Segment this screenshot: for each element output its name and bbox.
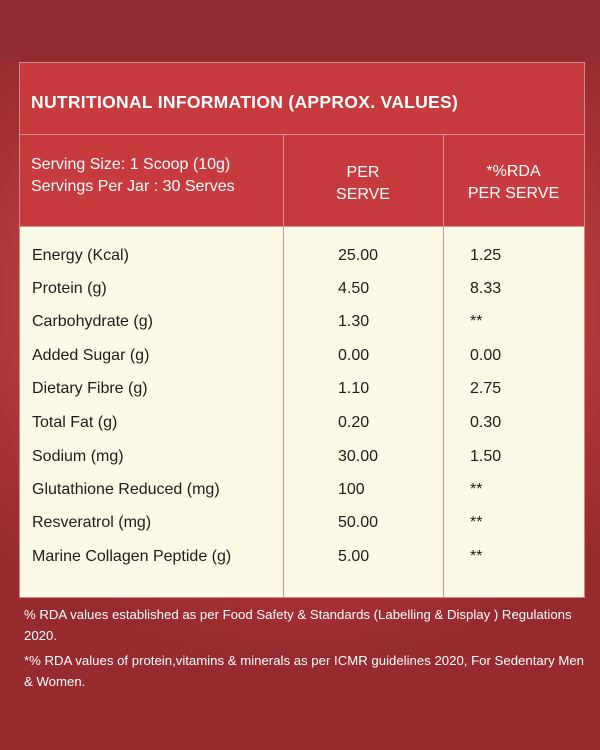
- table-row: Added Sugar (g) 0.00 0.00: [20, 339, 584, 372]
- nutrient-name: Protein (g): [32, 280, 107, 297]
- rda-value: 0.30: [470, 414, 502, 431]
- col-rda-line1: *%RDA: [486, 163, 541, 180]
- per-serve-value: 50.00: [338, 514, 379, 531]
- serving-info: Serving Size: 1 Scoop (10g) Servings Per…: [31, 154, 235, 198]
- per-serve-value: 0.00: [338, 347, 370, 364]
- rda-value: 1.50: [470, 448, 502, 465]
- per-serve-value: 1.10: [338, 380, 370, 397]
- rda-value: 0.00: [470, 347, 502, 364]
- footnote-rda-regulations: % RDA values established as per Food Saf…: [24, 607, 572, 643]
- rda-value: 2.75: [470, 380, 502, 397]
- footnote-icmr-guidelines: *% RDA values of protein,vitamins & mine…: [24, 653, 584, 689]
- per-serve-value: 30.00: [338, 448, 379, 465]
- nutrient-name: Resveratrol (mg): [32, 514, 152, 531]
- nutrition-table: NUTRITIONAL INFORMATION (APPROX. VALUES)…: [19, 62, 585, 598]
- per-serve-value: 4.50: [338, 280, 370, 297]
- column-header-per-serve: PER SERVE: [283, 162, 443, 206]
- per-serve-value: 1.30: [338, 313, 370, 330]
- serving-size: Serving Size: 1 Scoop (10g): [31, 156, 231, 173]
- nutrient-name: Added Sugar (g): [32, 347, 150, 364]
- table-row: Carbohydrate (g) 1.30 **: [20, 305, 584, 338]
- rda-value: **: [470, 548, 483, 565]
- table-body: Energy (Kcal) 25.00 1.25 Protein (g) 4.5…: [20, 227, 584, 597]
- table-row: Marine Collagen Peptide (g) 5.00 **: [20, 540, 584, 573]
- col-per-line1: PER: [346, 164, 380, 181]
- rda-value: 8.33: [470, 280, 502, 297]
- column-divider: [283, 135, 284, 597]
- per-serve-value: 100: [338, 481, 365, 498]
- nutrient-name: Marine Collagen Peptide (g): [32, 548, 232, 565]
- table-row: Total Fat (g) 0.20 0.30: [20, 406, 584, 439]
- nutrient-name: Sodium (mg): [32, 448, 124, 465]
- column-header-rda: *%RDA PER SERVE: [443, 161, 584, 205]
- col-rda-line2: PER SERVE: [467, 185, 560, 202]
- col-per-line2: SERVE: [336, 186, 390, 203]
- nutrient-name: Glutathione Reduced (mg): [32, 481, 220, 498]
- nutrient-name: Energy (Kcal): [32, 247, 129, 264]
- table-row: Dietary Fibre (g) 1.10 2.75: [20, 372, 584, 405]
- nutrient-name: Dietary Fibre (g): [32, 380, 148, 397]
- rda-value: **: [470, 514, 483, 531]
- per-serve-value: 0.20: [338, 414, 370, 431]
- table-row: Glutathione Reduced (mg) 100 **: [20, 473, 584, 506]
- column-divider: [443, 135, 444, 597]
- rda-value: 1.25: [470, 247, 502, 264]
- rda-value: **: [470, 313, 483, 330]
- per-serve-value: 25.00: [338, 247, 379, 264]
- header-row: Serving Size: 1 Scoop (10g) Servings Per…: [20, 135, 584, 227]
- table-row: Resveratrol (mg) 50.00 **: [20, 506, 584, 539]
- per-serve-value: 5.00: [338, 548, 370, 565]
- table-row: Energy (Kcal) 25.00 1.25: [20, 239, 584, 272]
- table-row: Protein (g) 4.50 8.33: [20, 272, 584, 305]
- title-bar: NUTRITIONAL INFORMATION (APPROX. VALUES): [20, 63, 584, 135]
- rda-value: **: [470, 481, 483, 498]
- table-title: NUTRITIONAL INFORMATION (APPROX. VALUES): [31, 92, 459, 112]
- table-row: Sodium (mg) 30.00 1.50: [20, 440, 584, 473]
- nutrient-name: Carbohydrate (g): [32, 313, 153, 330]
- top-band: [0, 0, 600, 62]
- servings-per-jar: Servings Per Jar : 30 Serves: [31, 178, 235, 195]
- nutrient-name: Total Fat (g): [32, 414, 118, 431]
